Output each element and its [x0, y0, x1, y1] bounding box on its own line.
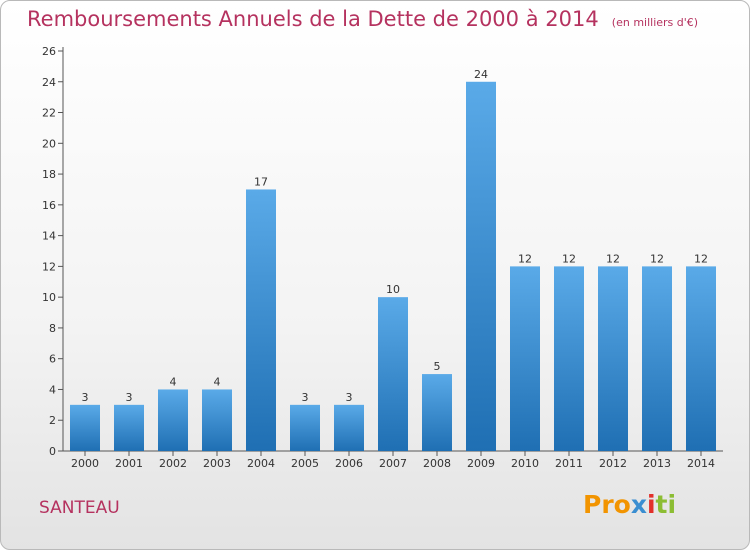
x-tick-label: 2013 [643, 457, 671, 470]
x-tick-label: 2003 [203, 457, 231, 470]
data-label: 17 [254, 175, 268, 188]
x-tick-label: 2001 [115, 457, 143, 470]
x-tick-label: 2005 [291, 457, 319, 470]
x-tick-label: 2007 [379, 457, 407, 470]
y-tick-label: 26 [42, 45, 56, 58]
data-labels: 3 3 4 4 17 3 3 10 5 24 12 12 12 12 12 [82, 68, 709, 404]
y-tick-label: 0 [49, 445, 56, 458]
y-tick-label: 10 [42, 291, 56, 304]
data-label: 24 [474, 68, 488, 81]
chart-title: Remboursements Annuels de la Dette de 20… [27, 7, 599, 31]
bars [70, 81, 716, 452]
data-label: 3 [302, 391, 309, 404]
x-tick-label: 2004 [247, 457, 275, 470]
data-label: 12 [650, 252, 664, 265]
logo-part-3: i [646, 490, 656, 519]
proxiti-logo: Proxiti [583, 490, 676, 519]
logo-part-2: x [630, 490, 647, 519]
bar [334, 404, 364, 451]
y-tick-label: 24 [42, 76, 56, 89]
x-tick-label: 2006 [335, 457, 363, 470]
x-tick-label: 2010 [511, 457, 539, 470]
bar [158, 389, 188, 451]
logo-part-4: ti [655, 490, 677, 519]
data-label: 12 [562, 252, 576, 265]
x-tick-label: 2012 [599, 457, 627, 470]
y-tick-label: 8 [49, 322, 56, 335]
data-label: 10 [386, 283, 400, 296]
y-tick-label: 12 [42, 260, 56, 273]
bar [598, 266, 628, 451]
bar [114, 404, 144, 451]
x-tick-label: 2009 [467, 457, 495, 470]
x-tick-label: 2000 [71, 457, 99, 470]
data-label: 4 [170, 375, 177, 388]
y-tick-label: 20 [42, 137, 56, 150]
bar [422, 374, 452, 451]
y-tick-label: 16 [42, 199, 56, 212]
x-tick-label: 2008 [423, 457, 451, 470]
bar [70, 404, 100, 451]
bar [510, 266, 540, 451]
y-tick-label: 2 [49, 414, 56, 427]
bar [246, 189, 276, 451]
data-label: 12 [694, 252, 708, 265]
data-label: 3 [126, 391, 133, 404]
x-tick-label: 2002 [159, 457, 187, 470]
x-tick-label: 2011 [555, 457, 583, 470]
bar [554, 266, 584, 451]
bar [642, 266, 672, 451]
y-tick-label: 6 [49, 353, 56, 366]
x-tick-label: 2014 [687, 457, 715, 470]
data-label: 3 [346, 391, 353, 404]
chart-title-block: Remboursements Annuels de la Dette de 20… [27, 7, 698, 31]
y-tick-label: 14 [42, 230, 56, 243]
bar [290, 404, 320, 451]
y-tick-label: 22 [42, 107, 56, 120]
y-tick-label: 18 [42, 168, 56, 181]
bar [466, 81, 496, 452]
data-label: 12 [606, 252, 620, 265]
data-label: 4 [214, 375, 221, 388]
y-tick-label: 4 [49, 383, 56, 396]
data-label: 12 [518, 252, 532, 265]
bar [378, 297, 408, 451]
logo-part-1: Pro [583, 490, 631, 519]
commune-name: SANTEAU [39, 498, 120, 518]
data-label: 5 [434, 360, 441, 373]
chart-unit: (en milliers d'€) [611, 16, 699, 29]
bar [202, 389, 232, 451]
data-label: 3 [82, 391, 89, 404]
bar [686, 266, 716, 451]
